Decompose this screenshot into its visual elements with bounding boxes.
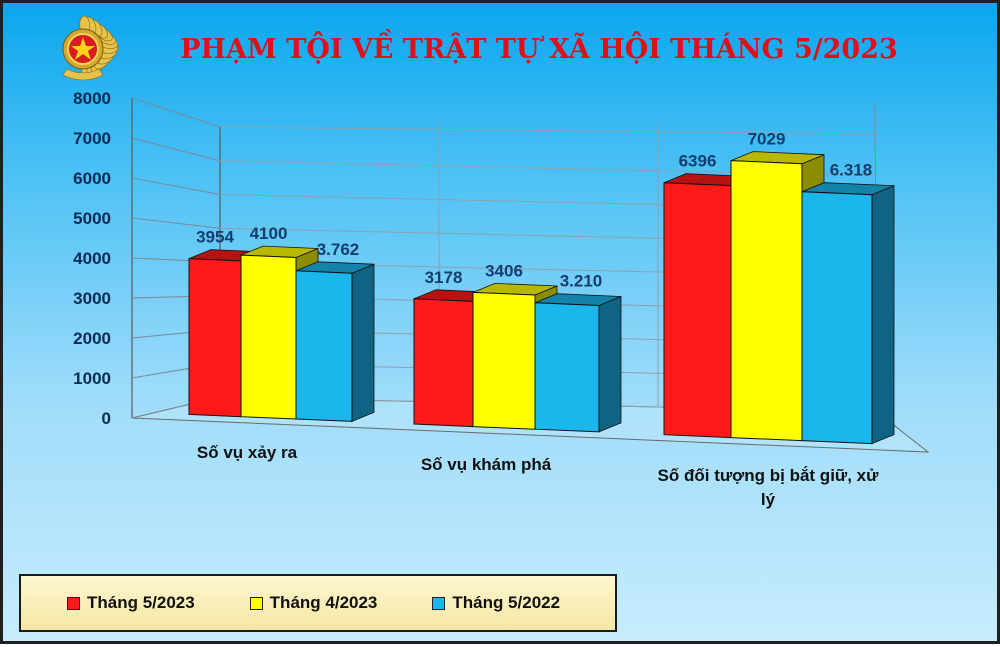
y-tick-label: 8000 (73, 89, 111, 108)
legend-item: Tháng 5/2023 (67, 593, 250, 613)
category-label: Số vụ xảy ra (197, 443, 298, 462)
y-tick-label: 7000 (73, 129, 111, 148)
data-label: 7029 (748, 130, 786, 149)
legend-item: Tháng 5/2022 (432, 593, 615, 613)
bar (730, 160, 803, 442)
gridline-back (219, 126, 878, 135)
bar-side (598, 295, 622, 433)
police-emblem-logo (62, 15, 119, 81)
data-label: 4100 (250, 224, 288, 243)
data-label: 3178 (425, 268, 463, 287)
chart-canvas: PHẠM TỘI VỀ TRẬT TỰ XÃ HỘI THÁNG 5/2023 … (62, 15, 930, 509)
star-icon (71, 37, 95, 60)
bar (472, 291, 536, 430)
y-tick-label: 1000 (73, 369, 111, 388)
y-tick-label: 6000 (73, 169, 111, 188)
bar (295, 270, 353, 422)
gridline-side (131, 177, 221, 195)
legend-label: Tháng 4/2023 (269, 593, 378, 612)
data-label: 3954 (196, 228, 234, 247)
y-tick-label: 4000 (73, 249, 111, 268)
value-labels: 3954 4100 3.762 3178 3406 3.210 6396 7029 6.318 (196, 130, 872, 291)
y-tick-label: 5000 (73, 209, 111, 228)
data-label: 6.318 (830, 161, 873, 180)
bar (534, 302, 600, 433)
bar (663, 182, 732, 439)
chart-title: PHẠM TỘI VỀ TRẬT TỰ XÃ HỘI THÁNG 5/2023 (180, 28, 898, 65)
bar (240, 254, 297, 420)
y-tick-label: 3000 (73, 289, 111, 308)
gridline-side (131, 97, 221, 128)
data-label: 6396 (679, 152, 717, 171)
legend-swatch-red (67, 596, 80, 610)
legend-swatch-yellow (249, 596, 263, 610)
bar (188, 258, 242, 418)
legend-item: Tháng 4/2023 (249, 593, 433, 613)
bar-side (351, 263, 375, 422)
category-label: Số vụ khám phá (421, 455, 552, 474)
legend-label: Tháng 5/2023 (87, 593, 195, 612)
y-tick-label: 2000 (73, 329, 111, 348)
bar (413, 298, 474, 428)
data-label: 3.762 (317, 240, 360, 259)
x-axis-categories: Số vụ xảy ra Số vụ khám phá Số đối tượng b… (197, 443, 879, 509)
gridline-side (131, 137, 221, 162)
y-tick-label: 0 (102, 409, 111, 428)
legend: Tháng 5/2023 Tháng 4/2023 Tháng 5/2022 (19, 574, 617, 632)
badge-ribbon (62, 68, 104, 81)
gridline-side (131, 217, 221, 229)
bar-side (871, 185, 895, 445)
category-label-line2: lý (761, 490, 776, 509)
data-label: 3.210 (560, 272, 603, 291)
category-label: Số đối tượng bị bắt giữ, xử (658, 466, 880, 485)
legend-swatch-blue (432, 596, 446, 610)
data-label: 3406 (485, 261, 523, 280)
y-axis-ticks: 0 1000 2000 3000 4000 5000 6000 7000 8000 (73, 89, 111, 428)
bars (188, 151, 895, 445)
bar (801, 191, 873, 445)
legend-label: Tháng 5/2022 (452, 593, 561, 612)
